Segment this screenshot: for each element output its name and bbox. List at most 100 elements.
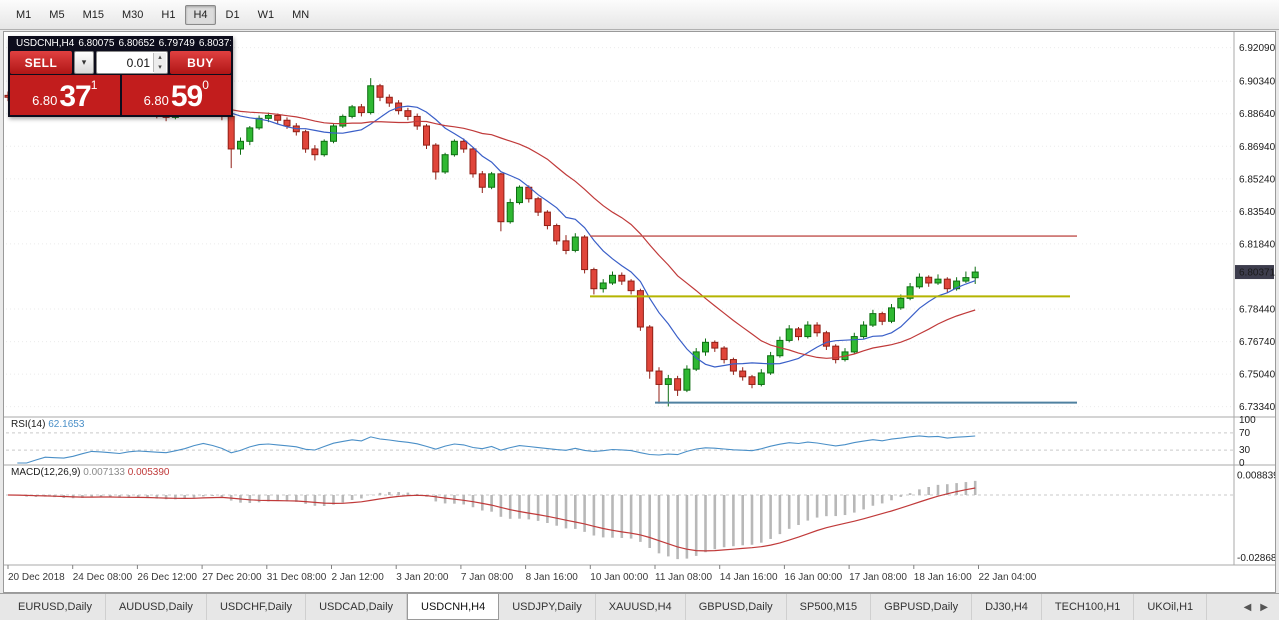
- price-axis-label: 6.90340: [1239, 77, 1275, 88]
- chart-tab-usdjpy-daily[interactable]: USDJPY,Daily: [499, 594, 596, 620]
- chart-tab-usdcad-daily[interactable]: USDCAD,Daily: [306, 594, 408, 620]
- sell-button[interactable]: SELL: [10, 51, 72, 74]
- time-axis[interactable]: 20 Dec 2018 24 Dec 08:00 26 Dec 12:00 27 De…: [4, 570, 1275, 586]
- price-axis-label: 6.92090: [1239, 43, 1275, 54]
- candle: [748, 376, 756, 385]
- chart-tab-eurusd-daily[interactable]: EURUSD,Daily: [5, 594, 106, 620]
- candle: [609, 274, 616, 284]
- candle: [311, 148, 319, 156]
- lot-spinner: ▴ ▾: [153, 53, 166, 73]
- lot-dropdown-button[interactable]: ▾: [74, 51, 94, 74]
- chart-tab-audusd-daily[interactable]: AUDUSD,Daily: [106, 594, 207, 620]
- candle: [850, 336, 858, 353]
- quote-panels-row: 6.80 37 1 6.80 59 0: [10, 75, 231, 115]
- price-axis-label: 6.73340: [1239, 402, 1275, 413]
- candle: [953, 280, 961, 290]
- macd-indicator-label: MACD(12,26,9) 0.007133 0.005390: [11, 467, 169, 478]
- candle: [711, 341, 719, 349]
- bar-open-value: 6.80075: [78, 37, 115, 49]
- timeframe-button-h1[interactable]: H1: [161, 8, 176, 21]
- price-axis-label: 6.78440: [1239, 305, 1275, 316]
- candle: [488, 173, 496, 188]
- candle: [590, 269, 598, 290]
- candle: [385, 96, 393, 104]
- candle: [562, 240, 570, 251]
- time-axis-label: 8 Jan 16:00: [525, 572, 578, 583]
- lot-increase-button[interactable]: ▴: [154, 53, 166, 63]
- chart-tab-sp500-m15[interactable]: SP500,M15: [787, 594, 872, 620]
- tabs-scroll-left-button[interactable]: ◀: [1243, 601, 1252, 613]
- price-axis-label: 6.81840: [1239, 239, 1275, 250]
- chart-tab-dj30-h4[interactable]: DJ30,H4: [972, 594, 1042, 620]
- candle: [478, 173, 486, 188]
- candle: [795, 328, 802, 338]
- chart-tab-ukoil-h1[interactable]: UKOil,H1: [1134, 594, 1208, 620]
- chart-window: 6.92090 6.90340 6.88640 6.86940 6.85240 6.835…: [3, 31, 1276, 593]
- one-click-trading-panel: USDCNH,H4 6.80075 6.80652 6.79749 6.8037…: [8, 36, 233, 117]
- candle: [348, 106, 356, 117]
- time-axis-label: 10 Jan 00:00: [590, 572, 649, 583]
- candle: [255, 117, 263, 129]
- lot-size-input[interactable]: 0.01 ▴ ▾: [96, 51, 168, 74]
- caret-down-icon: ▾: [81, 57, 87, 67]
- price-axis-label: 6.85240: [1239, 174, 1275, 185]
- chart-tab-gbpusd-daily[interactable]: GBPUSD,Daily: [686, 594, 787, 620]
- candle: [506, 202, 514, 223]
- buy-price-quote[interactable]: 6.80 59 0: [121, 75, 231, 115]
- timeframe-button-m30[interactable]: M30: [121, 8, 144, 21]
- chart-tab-gbpusd-daily[interactable]: GBPUSD,Daily: [871, 594, 973, 620]
- time-axis-label: 31 Dec 08:00: [266, 572, 327, 583]
- candle: [897, 297, 905, 309]
- timeframe-button-m15[interactable]: M15: [82, 8, 104, 21]
- candle: [888, 307, 895, 322]
- chart-tab-usdchf-daily[interactable]: USDCHF,Daily: [207, 594, 307, 620]
- chart-tab-usdcnh-h4[interactable]: USDCNH,H4: [407, 594, 500, 620]
- trade-controls-row: SELL ▾ 0.01 ▴ ▾ BUY: [10, 50, 231, 75]
- candle: [581, 236, 589, 271]
- buy-price-prefix: 6.80: [143, 93, 169, 108]
- timeframe-button-h4[interactable]: H4: [185, 4, 216, 25]
- timeframe-button-w1[interactable]: W1: [257, 8, 275, 21]
- time-axis-label: 20 Dec 2018: [8, 572, 65, 583]
- timeframe-button-mn[interactable]: MN: [292, 8, 310, 21]
- candle: [441, 154, 449, 173]
- time-axis-label: 22 Jan 04:00: [978, 572, 1037, 583]
- candle: [627, 280, 635, 292]
- buy-button[interactable]: BUY: [170, 51, 231, 74]
- candle: [720, 347, 728, 361]
- candle: [339, 115, 347, 127]
- candle: [404, 110, 412, 117]
- candle: [757, 372, 765, 385]
- timeframe-button-m1[interactable]: M1: [16, 8, 32, 21]
- candle: [497, 173, 505, 223]
- time-axis-label: 14 Jan 16:00: [719, 572, 778, 583]
- sell-price-quote[interactable]: 6.80 37 1: [10, 75, 120, 115]
- candle: [460, 140, 468, 150]
- candle: [283, 119, 291, 127]
- rsi-value: 62.1653: [48, 419, 85, 430]
- candle: [683, 368, 691, 391]
- price-axis-label: 6.76740: [1239, 337, 1275, 348]
- candle: [274, 114, 282, 121]
- timeframe-button-m5[interactable]: M5: [49, 8, 65, 21]
- candle: [869, 313, 877, 326]
- candle: [553, 225, 561, 242]
- candle: [832, 345, 840, 361]
- candle: [860, 324, 868, 338]
- rsi-scale-label: 100: [1239, 415, 1256, 426]
- time-axis-label: 3 Jan 20:00: [396, 572, 449, 583]
- candle: [320, 140, 328, 156]
- chart-canvas[interactable]: 6.92090 6.90340 6.88640 6.86940 6.85240 6.835…: [4, 32, 1275, 592]
- candle: [674, 378, 682, 391]
- macd-scale-label: -0.028683: [1237, 553, 1275, 564]
- lot-decrease-button[interactable]: ▾: [154, 63, 166, 73]
- tabs-scroll-right-button[interactable]: ▶: [1260, 601, 1268, 613]
- candle: [822, 332, 830, 347]
- chart-tab-tech100-h1[interactable]: TECH100,H1: [1042, 594, 1135, 620]
- chart-tab-xauusd-h4[interactable]: XAUUSD,H4: [596, 594, 686, 620]
- candle: [692, 351, 700, 370]
- timeframe-button-d1[interactable]: D1: [225, 8, 240, 21]
- time-axis-label: 2 Jan 12:00: [331, 572, 384, 583]
- candle: [246, 127, 254, 142]
- time-axis-label: 26 Dec 12:00: [137, 572, 197, 583]
